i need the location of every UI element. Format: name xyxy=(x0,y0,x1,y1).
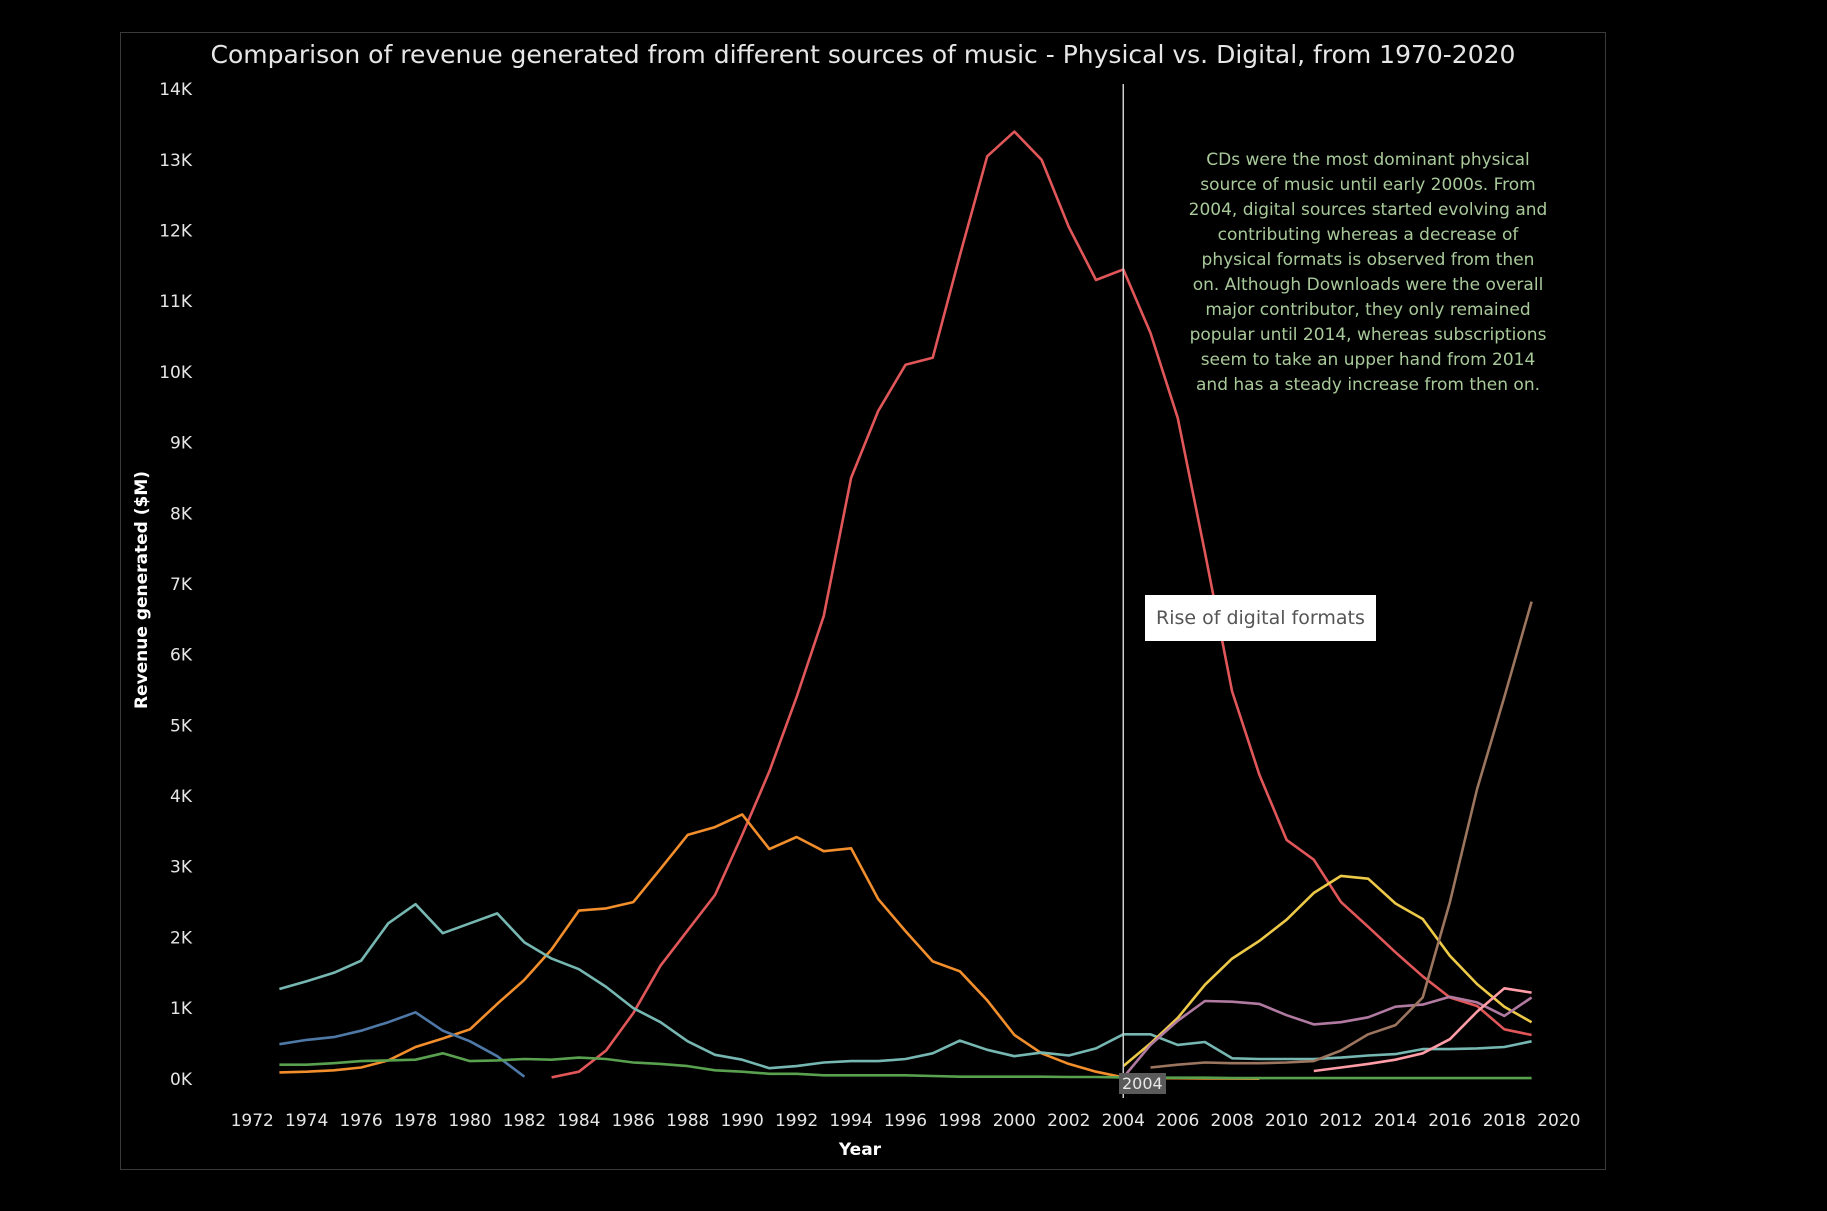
y-tick-label: 7K xyxy=(170,575,193,595)
x-tick-label: 1974 xyxy=(285,1111,328,1131)
x-tick-label: 1984 xyxy=(557,1111,600,1131)
annotation-text: CDs were the most dominant physical sour… xyxy=(1188,150,1548,395)
y-tick-label: 6K xyxy=(170,646,193,666)
callout-box: Rise of digital formats xyxy=(1145,595,1376,641)
x-tick-label: 1996 xyxy=(884,1111,927,1131)
x-tick-label: 2008 xyxy=(1211,1111,1254,1131)
chart-frame xyxy=(120,32,1606,1170)
x-tick-label: 1978 xyxy=(394,1111,437,1131)
series-layer xyxy=(279,130,1533,1080)
series-line-3 xyxy=(279,902,1532,1070)
x-tick-label: 1980 xyxy=(448,1111,491,1131)
x-tick-label: 1994 xyxy=(829,1111,872,1131)
x-tick-label: 2004 xyxy=(1102,1111,1145,1131)
series-line-7 xyxy=(1122,995,1533,1079)
x-tick-label: 1986 xyxy=(612,1111,655,1131)
x-tick-label: 1972 xyxy=(231,1111,274,1131)
series-line-8 xyxy=(1150,601,1533,1069)
y-tick-label: 14K xyxy=(159,80,193,100)
x-axis-label: Year xyxy=(838,1140,882,1160)
x-tick-label: 2012 xyxy=(1319,1111,1362,1131)
y-tick-label: 2K xyxy=(170,928,193,948)
x-tick-label: 1992 xyxy=(775,1111,818,1131)
x-tick-label: 2010 xyxy=(1265,1111,1308,1131)
x-tick-label: 2020 xyxy=(1537,1111,1580,1131)
chart-title: Comparison of revenue generated from dif… xyxy=(210,40,1516,69)
x-tick-label: 1998 xyxy=(938,1111,981,1131)
series-line-4 xyxy=(279,1010,526,1078)
x-tick-label: 2014 xyxy=(1374,1111,1417,1131)
y-axis-ticks: 0K 1K 2K 3K 4K 5K 6K 7K 8K 9K 10K 11K 12K 13K 14K xyxy=(159,80,193,1090)
x-tick-label: 1976 xyxy=(339,1111,382,1131)
x-tick-label: 2018 xyxy=(1483,1111,1526,1131)
x-axis-ticks: 1972 1974 1976 1978 1980 1982 1984 1986 1988 1990… xyxy=(231,1111,1581,1131)
series-line-1 xyxy=(551,130,1532,1079)
y-tick-label: 3K xyxy=(170,858,193,878)
x-tick-label: 2000 xyxy=(993,1111,1036,1131)
x-tick-label: 1990 xyxy=(721,1111,764,1131)
x-tick-label: 2016 xyxy=(1428,1111,1471,1131)
x-tick-label: 2006 xyxy=(1156,1111,1199,1131)
y-tick-label: 5K xyxy=(170,716,193,736)
x-tick-label: 1982 xyxy=(503,1111,546,1131)
y-tick-label: 1K xyxy=(170,999,193,1019)
series-line-9 xyxy=(1313,986,1532,1073)
y-tick-label: 12K xyxy=(159,222,193,242)
y-tick-label: 8K xyxy=(170,504,193,524)
series-line-6 xyxy=(1122,874,1533,1068)
y-tick-label: 0K xyxy=(170,1070,193,1090)
y-tick-label: 10K xyxy=(159,363,193,383)
x-tick-label: 1988 xyxy=(666,1111,709,1131)
y-tick-label: 13K xyxy=(159,151,193,171)
series-line-2 xyxy=(279,813,1260,1080)
x-tick-label: 2002 xyxy=(1047,1111,1090,1131)
vertical-marker-label: 2004 xyxy=(1119,1073,1166,1094)
y-tick-label: 9K xyxy=(170,434,193,454)
y-tick-label: 11K xyxy=(159,292,193,312)
series-line-5 xyxy=(279,1052,1532,1080)
y-tick-label: 4K xyxy=(170,787,193,807)
